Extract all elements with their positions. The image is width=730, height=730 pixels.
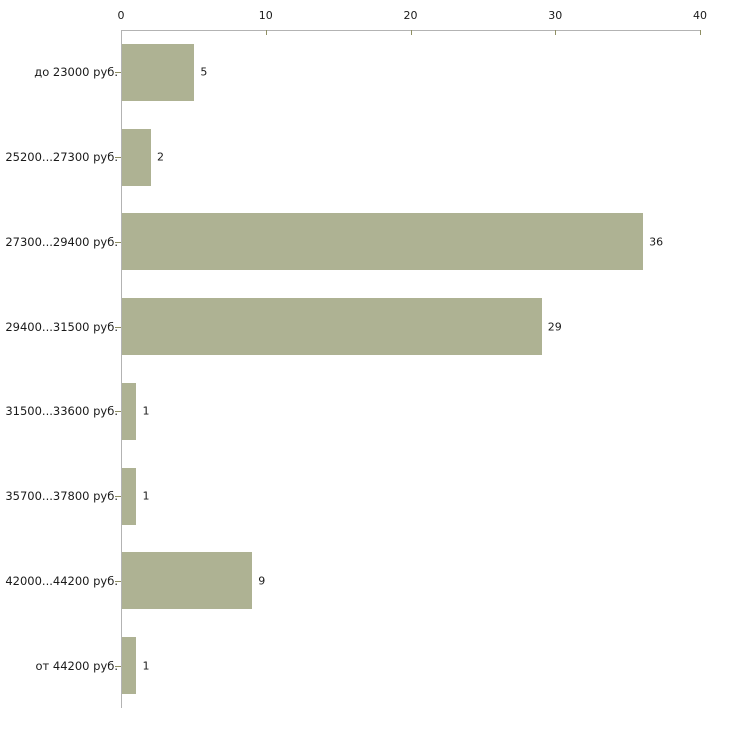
y-axis-tick — [115, 581, 121, 582]
bar — [122, 382, 137, 440]
y-axis-category-label: от 44200 руб. — [35, 658, 118, 673]
x-axis-tick — [410, 30, 412, 35]
bar-value-label: 1 — [142, 404, 150, 418]
bar — [122, 552, 253, 610]
y-axis-category-label: до 23000 руб. — [34, 65, 118, 80]
bar — [122, 637, 137, 695]
x-axis-tick-label: 40 — [693, 9, 707, 22]
y-axis-category-label: 27300...29400 руб. — [5, 234, 118, 249]
y-axis-category-label: 35700...37800 руб. — [5, 489, 118, 504]
x-axis-tick-label: 20 — [403, 9, 418, 22]
bar — [122, 298, 542, 356]
y-axis-tick — [115, 72, 121, 73]
y-axis-tick — [115, 411, 121, 412]
bar-value-label: 1 — [142, 659, 150, 673]
y-axis-tick — [115, 242, 121, 243]
x-axis-tick-label: 0 — [117, 9, 125, 22]
y-axis-tick — [115, 157, 121, 158]
bar-value-label: 5 — [200, 65, 208, 79]
bar-value-label: 29 — [547, 320, 562, 334]
y-axis-tick — [115, 666, 121, 667]
x-axis-tick — [555, 30, 557, 35]
y-axis-line — [121, 30, 122, 708]
bar — [122, 213, 644, 271]
y-axis-category-label: 42000...44200 руб. — [5, 573, 118, 588]
x-axis-tick-label: 30 — [548, 9, 563, 22]
bar — [122, 467, 137, 525]
x-axis-tick — [700, 30, 701, 35]
y-axis-category-label: 31500...33600 руб. — [5, 404, 118, 419]
bar — [122, 128, 151, 186]
y-axis-tick — [115, 327, 121, 328]
bar-value-label: 2 — [156, 150, 164, 164]
y-axis-category-label: 25200...27300 руб. — [5, 150, 118, 165]
y-axis-tick — [115, 496, 121, 497]
bar — [122, 43, 195, 101]
x-axis-tick-label: 10 — [258, 9, 273, 22]
y-axis-category-label: 29400...31500 руб. — [5, 319, 118, 334]
bar-value-label: 36 — [649, 235, 664, 249]
x-axis-tick — [265, 30, 267, 35]
bar-value-label: 1 — [142, 489, 150, 503]
bar-value-label: 9 — [258, 574, 266, 588]
